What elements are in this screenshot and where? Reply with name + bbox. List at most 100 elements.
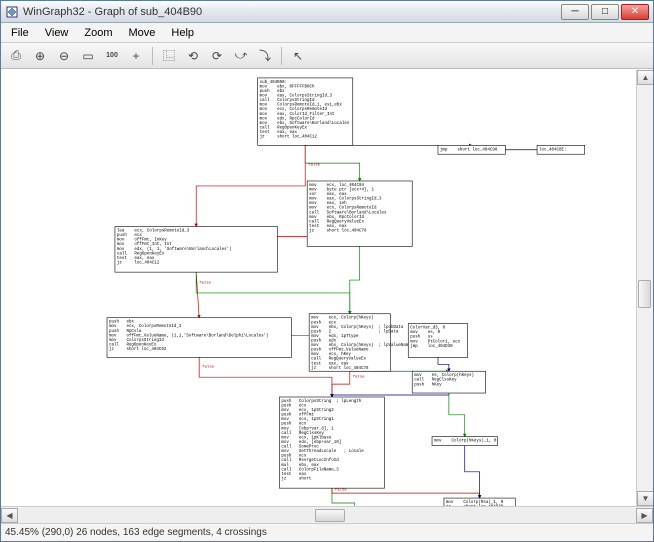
svg-text:jz short loc_404C78: jz short loc_404C78 — [311, 366, 369, 371]
svg-text:push ecx: push ecx — [311, 320, 336, 325]
toolbar: ⎙⊕⊖▭100+ ⿺⟲⟳⤻⤵ ↖ — [1, 43, 653, 69]
graph-node[interactable]: jmp short loc_404C98 — [438, 145, 505, 154]
svg-text:call Software\Borland\Locale: call Software\Borland\Locales — [309, 210, 387, 215]
back-icon[interactable]: ⟲ — [182, 45, 204, 67]
svg-text:mov [ebp+var_8], 1: mov [ebp+var_8], 1 — [281, 426, 334, 431]
svg-text:push ecx: push ecx — [281, 454, 306, 459]
svg-text:test eax, eax: test eax, eax — [117, 257, 155, 261]
svg-text:test eax: test eax — [281, 473, 306, 477]
maximize-button[interactable]: □ — [591, 4, 619, 20]
svg-text:mov byte ptr [ecx+4], 1: mov byte ptr [ecx+4], 1 — [309, 187, 374, 192]
layout-icon[interactable]: ⿺ — [158, 45, 180, 67]
svg-text:lea ecx, ColorpsRemoteId_3: lea ecx, ColorpsRemoteId_3 — [117, 229, 190, 234]
crosshair-icon[interactable]: + — [125, 45, 147, 67]
svg-text:jz short: jz short — [281, 476, 311, 481]
edge — [449, 393, 465, 437]
zoom-in-icon[interactable]: ⊕ — [29, 45, 51, 67]
svg-text:call RegOpenKeyEx: call RegOpenKeyEx — [109, 342, 157, 347]
menu-file[interactable]: File — [3, 25, 37, 41]
graph-node[interactable]: ColorVar_d3, 0mov es, 0push ssmov PtColo… — [408, 324, 467, 358]
svg-text:push ebx: push ebx — [109, 320, 134, 325]
svg-text:mov ecx, 1pString2: mov ecx, 1pString2 — [281, 408, 334, 413]
svg-text:mov ecx, loc_404C04: mov ecx, loc_404C04 — [309, 183, 364, 188]
svg-text:mov eax, ColorpsStringId_3: mov eax, ColorpsStringId_3 — [309, 197, 382, 202]
svg-text:false: false — [308, 163, 320, 168]
svg-text:xor eax, eax: xor eax, eax — [309, 193, 347, 197]
svg-text:push hKey: push hKey — [414, 382, 442, 387]
svg-text:mov ecx, 1pKlbase: mov ecx, 1pKlbase — [281, 435, 331, 440]
svg-text:push ss: push ss — [410, 335, 433, 340]
svg-text:call RegOpenKeyEx: call RegOpenKeyEx — [117, 251, 165, 256]
print-icon[interactable]: ⎙ — [5, 45, 27, 67]
scroll-up-icon[interactable]: ▲ — [637, 70, 653, 85]
svg-text:call RegClssKey: call RegClssKey — [281, 431, 324, 436]
minimize-button[interactable]: ─ — [561, 4, 589, 20]
scroll-down-icon[interactable]: ▼ — [637, 491, 653, 506]
graph-node[interactable]: mov Colorp(hKeys)_1, 0 — [432, 437, 497, 446]
svg-text:push ecx: push ecx — [281, 404, 306, 409]
svg-text:mov Colorp(hKeys)_1, 0: mov Colorp(hKeys)_1, 0 — [434, 439, 497, 444]
svg-text:mov es, 0: mov es, 0 — [410, 331, 440, 335]
graph-canvas[interactable]: falsefalsefalsefalsefalsefalsesub_404B90… — [1, 69, 653, 506]
scroll-thumb-v[interactable] — [638, 280, 651, 308]
svg-text:mov offFmt_Int, Int: mov offFmt_Int, Int — [117, 242, 172, 247]
svg-text:push ecx: push ecx — [281, 422, 306, 427]
graph-node[interactable]: lea ecx, ColorpsRemoteId_3push ecxmov of… — [115, 227, 278, 273]
zoom-fit-icon[interactable]: ▭ — [77, 45, 99, 67]
svg-text:push ecx: push ecx — [117, 233, 142, 238]
svg-text:mov es, Colorp(hKeys): mov es, Colorp(hKeys) — [414, 373, 474, 378]
graph-node[interactable]: mov es, Colorp(hKeys)call RegClssKeypush… — [412, 371, 485, 393]
svg-text:jz short loc_404C12: jz short loc_404C12 — [260, 135, 318, 140]
svg-text:mov ebx, Colorp(hKeys) ; l: mov ebx, Colorp(hKeys) ; lpcbData — [311, 325, 404, 330]
step-over-icon[interactable]: ⤻ — [230, 45, 252, 67]
edge — [196, 145, 305, 226]
svg-text:push RpCola: push RpCola — [109, 329, 142, 334]
graph-node[interactable]: push ebxmov ecx, ColorpsRemoteId_3push R… — [107, 318, 291, 358]
svg-text:test eax, eax: test eax, eax — [260, 131, 298, 135]
edge — [196, 272, 350, 314]
graph-node[interactable]: sub_404B90:mov ebx, 0FFFFFB0Chpush ebxmo… — [258, 78, 353, 145]
scroll-thumb-h[interactable] — [315, 509, 345, 522]
svg-text:call RsvrgetLocInfoId: call RsvrgetLocInfoId — [281, 458, 339, 463]
edge — [332, 393, 449, 397]
svg-text:push ColorpsString ; lpLeng: push ColorpsString ; lpLength — [281, 399, 361, 404]
app-icon — [5, 5, 19, 19]
svg-text:call RegOpenKeyEx: call RegOpenKeyEx — [260, 125, 308, 130]
step-into-icon[interactable]: ⤵ — [254, 45, 276, 67]
svg-text:mov ebx, Software\Borland\L: mov ebx, Software\Borland\Locales — [260, 121, 350, 126]
pointer-icon[interactable]: ↖ — [287, 45, 309, 67]
graph-node[interactable]: push ColorpsString ; lpLengthpush ecxmov… — [279, 397, 384, 488]
titlebar[interactable]: WinGraph32 - Graph of sub_404B90 ─ □ ✕ — [1, 1, 653, 23]
scrollbar-vertical[interactable]: ▲ ▼ — [636, 70, 653, 506]
svg-text:ColorVar_d3, 0: ColorVar_d3, 0 — [410, 326, 445, 331]
svg-text:mov edx, 1pTtype: mov edx, 1pTtype — [311, 334, 359, 339]
svg-text:sub_404B90:: sub_404B90: — [260, 80, 287, 85]
svg-text:mov offFmt, InKey: mov offFmt, InKey — [117, 238, 167, 243]
svg-text:mov ColorpsStringId: mov ColorpsStringId — [109, 338, 164, 343]
zoom-100-icon[interactable]: 100 — [101, 45, 123, 67]
svg-text:mov edx, RpcColorId: mov edx, RpcColorId — [260, 116, 315, 121]
svg-text:mov ebx, Colorp(hKeys) ; l: mov ebx, Colorp(hKeys) ; lpValueName — [311, 343, 411, 348]
graph-node[interactable]: loc_404C8E: — [537, 145, 585, 154]
svg-text:call RegClssKey: call RegClssKey — [414, 378, 457, 383]
svg-text:mov ecx, ColorpsRemoteId: mov ecx, ColorpsRemoteId — [309, 206, 377, 211]
graph-node[interactable]: mov Colorp(Rsa)_1, 0jz short loc_404D38 — [444, 498, 515, 506]
menu-move[interactable]: Move — [121, 25, 164, 41]
edge — [332, 371, 350, 397]
close-button[interactable]: ✕ — [621, 4, 649, 20]
scroll-left-icon[interactable]: ◀ — [1, 508, 18, 523]
svg-text:mul ebx, eax: mul ebx, eax — [281, 463, 319, 468]
graph-node[interactable]: mov ecx, loc_404C04mov byte ptr [ecx+4],… — [307, 181, 412, 246]
svg-text:jz short loc_404C78: jz short loc_404C78 — [309, 229, 367, 234]
scroll-right-icon[interactable]: ▶ — [636, 508, 653, 523]
window-title: WinGraph32 - Graph of sub_404B90 — [23, 6, 561, 18]
graph-node[interactable]: mov ecx, Colorp(hKeys)push ecxmov ebx, C… — [309, 314, 411, 371]
menu-zoom[interactable]: Zoom — [76, 25, 120, 41]
menu-view[interactable]: View — [37, 25, 77, 41]
edge — [332, 488, 480, 498]
scrollbar-horizontal[interactable]: ◀ ▶ — [1, 506, 653, 523]
zoom-out-icon[interactable]: ⊖ — [53, 45, 75, 67]
menu-help[interactable]: Help — [163, 25, 202, 41]
svg-text:call ColorpsStringId: call ColorpsStringId — [260, 98, 315, 103]
forward-icon[interactable]: ⟳ — [206, 45, 228, 67]
